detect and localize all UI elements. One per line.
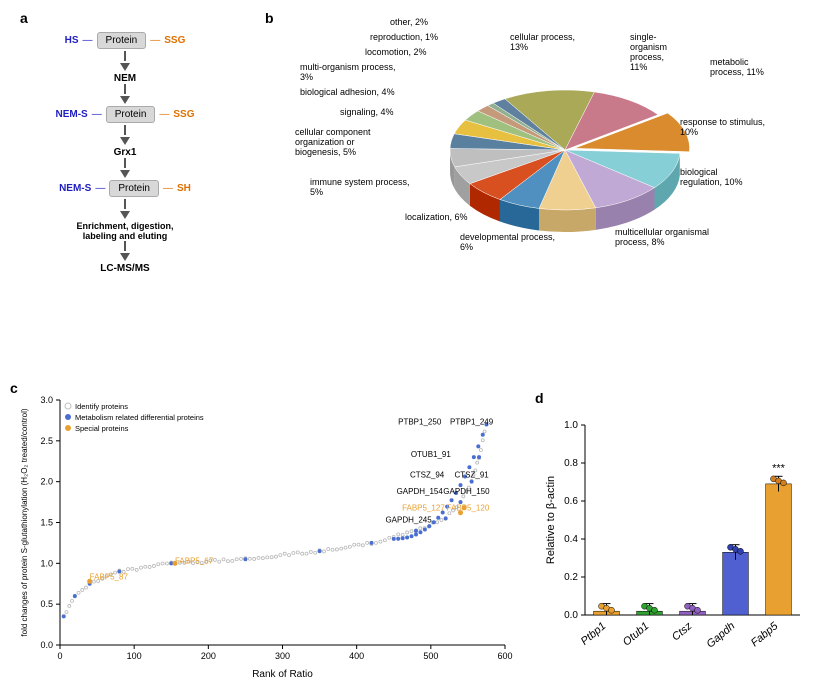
bar-svg: 0.0 0.2 0.4 0.6 0.8 1.0 Relative to β-actin Ptb… — [540, 410, 810, 670]
svg-text:Otub1: Otub1 — [621, 620, 652, 648]
svg-text:response to stimulus,10%: response to stimulus,10% — [680, 117, 765, 137]
svg-text:developmental process,6%: developmental process,6% — [460, 232, 555, 252]
figure-container: a b c d HS — Protein — SSG NEM NEM-S — P… — [10, 10, 822, 677]
sh-label: SH — [177, 183, 191, 194]
svg-text:localization, 6%: localization, 6% — [405, 212, 468, 222]
svg-text:3.0: 3.0 — [40, 395, 53, 405]
svg-text:Special proteins: Special proteins — [75, 424, 129, 433]
protein-box-2: Protein — [106, 106, 156, 123]
panel-label-a: a — [20, 10, 28, 26]
svg-text:500: 500 — [423, 651, 438, 661]
enrichment-step: Enrichment, digestion, labeling and elut… — [35, 221, 215, 241]
svg-text:2.5: 2.5 — [40, 436, 53, 446]
svg-text:GAPDH_154: GAPDH_154 — [397, 487, 444, 496]
svg-text:0.4: 0.4 — [564, 534, 578, 545]
nems-label-2: NEM-S — [59, 183, 91, 194]
svg-text:Ptbp1: Ptbp1 — [579, 620, 609, 648]
svg-text:0.0: 0.0 — [40, 640, 53, 650]
svg-text:FABP5_120: FABP5_120 — [447, 503, 490, 512]
svg-text:biological adhesion, 4%: biological adhesion, 4% — [300, 87, 395, 97]
svg-text:0.2: 0.2 — [564, 572, 578, 583]
svg-text:signaling, 4%: signaling, 4% — [340, 107, 394, 117]
svg-text:other, 2%: other, 2% — [390, 17, 428, 27]
protein-box-1: Protein — [97, 32, 147, 49]
svg-text:1.5: 1.5 — [40, 518, 53, 528]
panel-label-d: d — [535, 390, 544, 406]
svg-text:0: 0 — [57, 651, 62, 661]
svg-text:300: 300 — [275, 651, 290, 661]
svg-text:600: 600 — [497, 651, 512, 661]
svg-text:0.0: 0.0 — [564, 610, 578, 621]
svg-text:100: 100 — [127, 651, 142, 661]
svg-text:200: 200 — [201, 651, 216, 661]
panel-a-diagram: HS — Protein — SSG NEM NEM-S — Protein —… — [35, 30, 215, 274]
protein-box-3: Protein — [109, 180, 159, 197]
panel-d-barchart: 0.0 0.2 0.4 0.6 0.8 1.0 Relative to β-actin Ptb… — [540, 410, 810, 670]
svg-text:PTBP1_249: PTBP1_249 — [450, 418, 494, 427]
svg-text:metabolicprocess, 11%: metabolicprocess, 11% — [710, 57, 764, 77]
svg-text:2.0: 2.0 — [40, 477, 53, 487]
svg-text:FABP5_67: FABP5_67 — [175, 556, 214, 565]
svg-text:0.8: 0.8 — [564, 458, 578, 469]
svg-text:CTSZ_91: CTSZ_91 — [455, 471, 490, 480]
pie-svg: other, 2% reproduction, 1% locomotion, 2% m… — [270, 15, 810, 295]
ssg-label-1: SSG — [164, 35, 185, 46]
svg-text:OTUB1_91: OTUB1_91 — [411, 450, 452, 459]
svg-text:***: *** — [772, 462, 786, 474]
svg-text:400: 400 — [349, 651, 364, 661]
svg-text:multi-organism process,3%: multi-organism process,3% — [300, 62, 396, 82]
hs-label: HS — [65, 35, 79, 46]
svg-text:FABP5_127: FABP5_127 — [402, 503, 445, 512]
svg-text:CTSZ_94: CTSZ_94 — [410, 471, 445, 480]
svg-text:1.0: 1.0 — [564, 420, 578, 431]
nems-label-1: NEM-S — [55, 109, 87, 120]
svg-text:Relative to β-actin: Relative to β-actin — [545, 476, 557, 564]
svg-text:FABP5_87: FABP5_87 — [90, 573, 129, 582]
scatter-svg: 0.0 0.5 1.0 1.5 2.0 2.5 3.0 0 100 200 300 400 500 600… — [15, 390, 515, 680]
svg-text:Ctsz: Ctsz — [670, 620, 695, 644]
svg-text:locomotion, 2%: locomotion, 2% — [365, 47, 427, 57]
nem-label: NEM — [35, 73, 215, 84]
svg-text:biologicalregulation, 10%: biologicalregulation, 10% — [680, 167, 743, 187]
svg-text:Fabp5: Fabp5 — [749, 620, 781, 650]
svg-text:0.5: 0.5 — [40, 599, 53, 609]
svg-text:1.0: 1.0 — [40, 558, 53, 568]
svg-text:reproduction, 1%: reproduction, 1% — [370, 32, 438, 42]
svg-text:cellular componentorganization: cellular componentorganization orbiogene… — [295, 127, 371, 157]
svg-text:immune system process,5%: immune system process,5% — [310, 177, 410, 197]
svg-text:Identify proteins: Identify proteins — [75, 402, 128, 411]
svg-text:single-organismprocess,11%: single-organismprocess,11% — [630, 32, 667, 72]
svg-text:multicellular organismalproces: multicellular organismalprocess, 8% — [615, 227, 709, 247]
svg-text:GAPDH_245: GAPDH_245 — [385, 516, 432, 525]
panel-c-scatter: 0.0 0.5 1.0 1.5 2.0 2.5 3.0 0 100 200 300 400 500 600… — [15, 390, 515, 680]
svg-text:PTBP1_250: PTBP1_250 — [398, 418, 442, 427]
grx1-label: Grx1 — [35, 147, 215, 158]
svg-text:Metabolism related differentia: Metabolism related differential proteins — [75, 413, 204, 422]
svg-text:Rank of Ratio: Rank of Ratio — [252, 669, 313, 680]
svg-text:fold changes of protein S-glut: fold changes of protein S-glutathionylat… — [20, 408, 29, 636]
svg-text:0.6: 0.6 — [564, 496, 578, 507]
lcms-label: LC-MS/MS — [35, 263, 215, 274]
svg-text:Gapdh: Gapdh — [704, 620, 737, 650]
svg-text:cellular process,13%: cellular process,13% — [510, 32, 575, 52]
svg-text:GAPDH_150: GAPDH_150 — [443, 487, 490, 496]
panel-b-piechart: other, 2% reproduction, 1% locomotion, 2% m… — [270, 15, 810, 355]
ssg-label-2: SSG — [173, 109, 194, 120]
